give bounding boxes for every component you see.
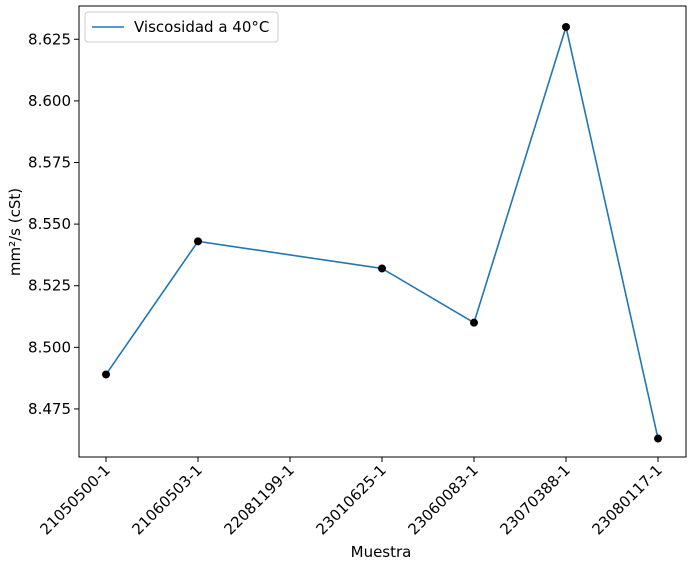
y-tick-label: 8.500 [28,338,71,356]
legend: Viscosidad a 40°C [84,11,279,43]
series-line [105,23,659,439]
data-point [654,434,662,443]
y-tick-label: 8.625 [28,30,71,48]
y-tick-label: 8.550 [28,215,71,233]
data-point [378,264,386,273]
data-point [562,22,570,31]
y-tick-label: 8.600 [28,92,71,110]
x-axis-label: Muestra [351,543,412,561]
y-axis-label: mm²/s (cSt) [6,188,24,276]
y-tick-label: 8.575 [28,153,71,171]
y-tick-label: 8.525 [28,277,71,295]
y-tick-label: 8.475 [28,400,71,418]
y-axis: 8.475 8.500 8.525 8.550 8.575 8.600 8.625 [28,30,79,418]
data-point [194,237,202,246]
data-point [102,370,110,379]
legend-entry-label: Viscosidad a 40°C [134,18,269,36]
data-point [470,318,478,327]
plot-area [102,22,662,443]
legend-box [84,11,279,43]
